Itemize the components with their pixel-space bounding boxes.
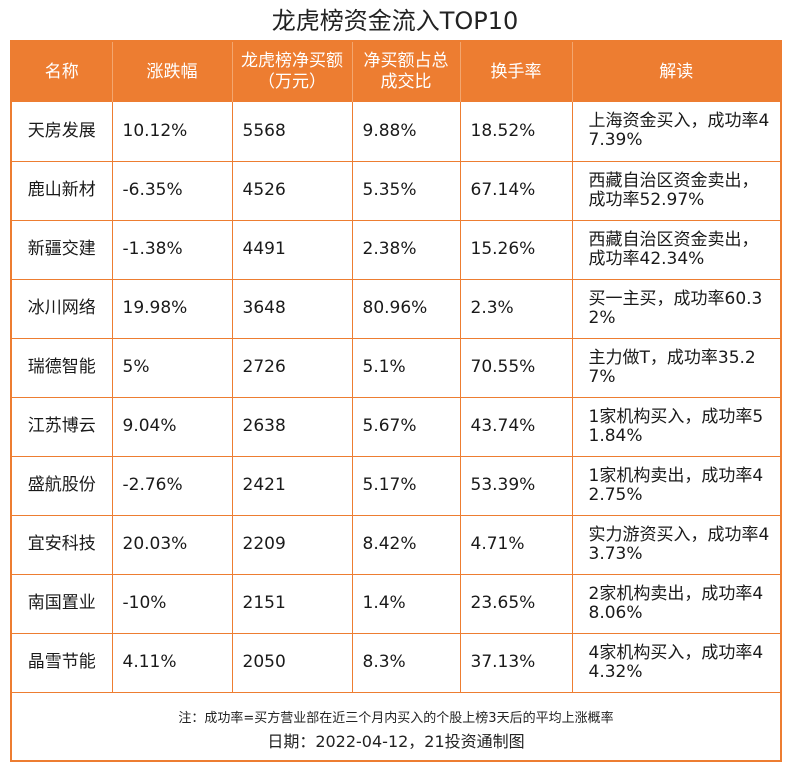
header-net-buy: 龙虎榜净买额（万元）	[232, 42, 353, 102]
cell-net-ratio: 5.67%	[352, 397, 461, 457]
cell-turnover: 18.52%	[460, 102, 573, 162]
cell-change: 4.11%	[112, 633, 233, 693]
cell-turnover: 4.71%	[460, 515, 573, 575]
cell-net-ratio: 80.96%	[352, 279, 461, 339]
cell-net-buy: 2638	[232, 397, 353, 457]
cell-name: 天房发展	[12, 102, 113, 162]
cell-interpretation: 4家机构买入，成功率44.32%	[572, 633, 780, 693]
cell-turnover: 53.39%	[460, 456, 573, 516]
cell-name: 鹿山新材	[12, 161, 113, 221]
cell-net-buy: 4526	[232, 161, 353, 221]
cell-change: -2.76%	[112, 456, 233, 516]
table-row: 新疆交建 -1.38% 4491 2.38% 15.26% 西藏自治区资金卖出，…	[12, 220, 780, 280]
cell-interpretation: 西藏自治区资金卖出，成功率52.97%	[572, 161, 780, 221]
table-row: 冰川网络 19.98% 3648 80.96% 2.3% 买一主买，成功率60.…	[12, 279, 780, 339]
cell-change: 20.03%	[112, 515, 233, 575]
cell-turnover: 70.55%	[460, 338, 573, 398]
footnote: 注：成功率=买方营业部在近三个月内买入的个股上榜3天后的平均上涨概率	[178, 711, 614, 726]
table-row: 宜安科技 20.03% 2209 8.42% 4.71% 实力游资买入，成功率4…	[12, 515, 780, 575]
cell-change: 19.98%	[112, 279, 233, 339]
table-header-row: 名称 涨跌幅 龙虎榜净买额（万元） 净买额占总成交比 换手率 解读	[12, 42, 780, 102]
cell-net-ratio: 8.42%	[352, 515, 461, 575]
cell-change: 5%	[112, 338, 233, 398]
header-turnover: 换手率	[460, 42, 573, 102]
cell-net-ratio: 1.4%	[352, 574, 461, 634]
cell-name: 新疆交建	[12, 220, 113, 280]
cell-net-buy: 5568	[232, 102, 353, 162]
cell-name: 盛航股份	[12, 456, 113, 516]
cell-interpretation: 买一主买，成功率60.32%	[572, 279, 780, 339]
cell-change: -6.35%	[112, 161, 233, 221]
cell-name: 江苏博云	[12, 397, 113, 457]
table-row: 盛航股份 -2.76% 2421 5.17% 53.39% 1家机构卖出，成功率…	[12, 456, 780, 516]
cell-net-ratio: 9.88%	[352, 102, 461, 162]
header-name: 名称	[12, 42, 113, 102]
table-frame: 名称 涨跌幅 龙虎榜净买额（万元） 净买额占总成交比 换手率 解读 天房发展 1…	[10, 40, 782, 762]
cell-name: 晶雪节能	[12, 633, 113, 693]
table-row: 南国置业 -10% 2151 1.4% 23.65% 2家机构卖出，成功率48.…	[12, 574, 780, 634]
cell-interpretation: 1家机构卖出，成功率42.75%	[572, 456, 780, 516]
cell-turnover: 2.3%	[460, 279, 573, 339]
cell-net-buy: 2209	[232, 515, 353, 575]
cell-interpretation: 2家机构卖出，成功率48.06%	[572, 574, 780, 634]
cell-net-buy: 4491	[232, 220, 353, 280]
header-net-ratio: 净买额占总成交比	[352, 42, 461, 102]
cell-net-ratio: 5.1%	[352, 338, 461, 398]
cell-change: 9.04%	[112, 397, 233, 457]
cell-name: 瑞德智能	[12, 338, 113, 398]
data-table: 名称 涨跌幅 龙虎榜净买额（万元） 净买额占总成交比 换手率 解读 天房发展 1…	[12, 42, 780, 693]
cell-interpretation: 西藏自治区资金卖出，成功率42.34%	[572, 220, 780, 280]
cell-net-ratio: 2.38%	[352, 220, 461, 280]
header-interpretation: 解读	[572, 42, 780, 102]
cell-name: 宜安科技	[12, 515, 113, 575]
table-row: 天房发展 10.12% 5568 9.88% 18.52% 上海资金买入，成功率…	[12, 102, 780, 162]
cell-turnover: 15.26%	[460, 220, 573, 280]
cell-net-buy: 2421	[232, 456, 353, 516]
cell-net-buy: 2726	[232, 338, 353, 398]
cell-turnover: 23.65%	[460, 574, 573, 634]
table-row: 晶雪节能 4.11% 2050 8.3% 37.13% 4家机构买入，成功率44…	[12, 633, 780, 693]
cell-interpretation: 1家机构买入，成功率51.84%	[572, 397, 780, 457]
cell-net-ratio: 5.17%	[352, 456, 461, 516]
cell-change: -1.38%	[112, 220, 233, 280]
cell-name: 南国置业	[12, 574, 113, 634]
cell-net-ratio: 8.3%	[352, 633, 461, 693]
cell-interpretation: 主力做T，成功率35.27%	[572, 338, 780, 398]
header-change: 涨跌幅	[112, 42, 233, 102]
cell-turnover: 43.74%	[460, 397, 573, 457]
cell-net-ratio: 5.35%	[352, 161, 461, 221]
date-credit: 日期：2022-04-12，21投资通制图	[267, 732, 525, 751]
cell-net-buy: 2050	[232, 633, 353, 693]
cell-interpretation: 上海资金买入，成功率47.39%	[572, 102, 780, 162]
cell-change: 10.12%	[112, 102, 233, 162]
table-row: 瑞德智能 5% 2726 5.1% 70.55% 主力做T，成功率35.27%	[12, 338, 780, 398]
table-row: 鹿山新材 -6.35% 4526 5.35% 67.14% 西藏自治区资金卖出，…	[12, 161, 780, 221]
cell-turnover: 67.14%	[460, 161, 573, 221]
cell-change: -10%	[112, 574, 233, 634]
table-row: 江苏博云 9.04% 2638 5.67% 43.74% 1家机构买入，成功率5…	[12, 397, 780, 457]
page-title: 龙虎榜资金流入TOP10	[271, 7, 519, 35]
cell-turnover: 37.13%	[460, 633, 573, 693]
cell-net-buy: 2151	[232, 574, 353, 634]
cell-name: 冰川网络	[12, 279, 113, 339]
cell-net-buy: 3648	[232, 279, 353, 339]
cell-interpretation: 实力游资买入，成功率43.73%	[572, 515, 780, 575]
